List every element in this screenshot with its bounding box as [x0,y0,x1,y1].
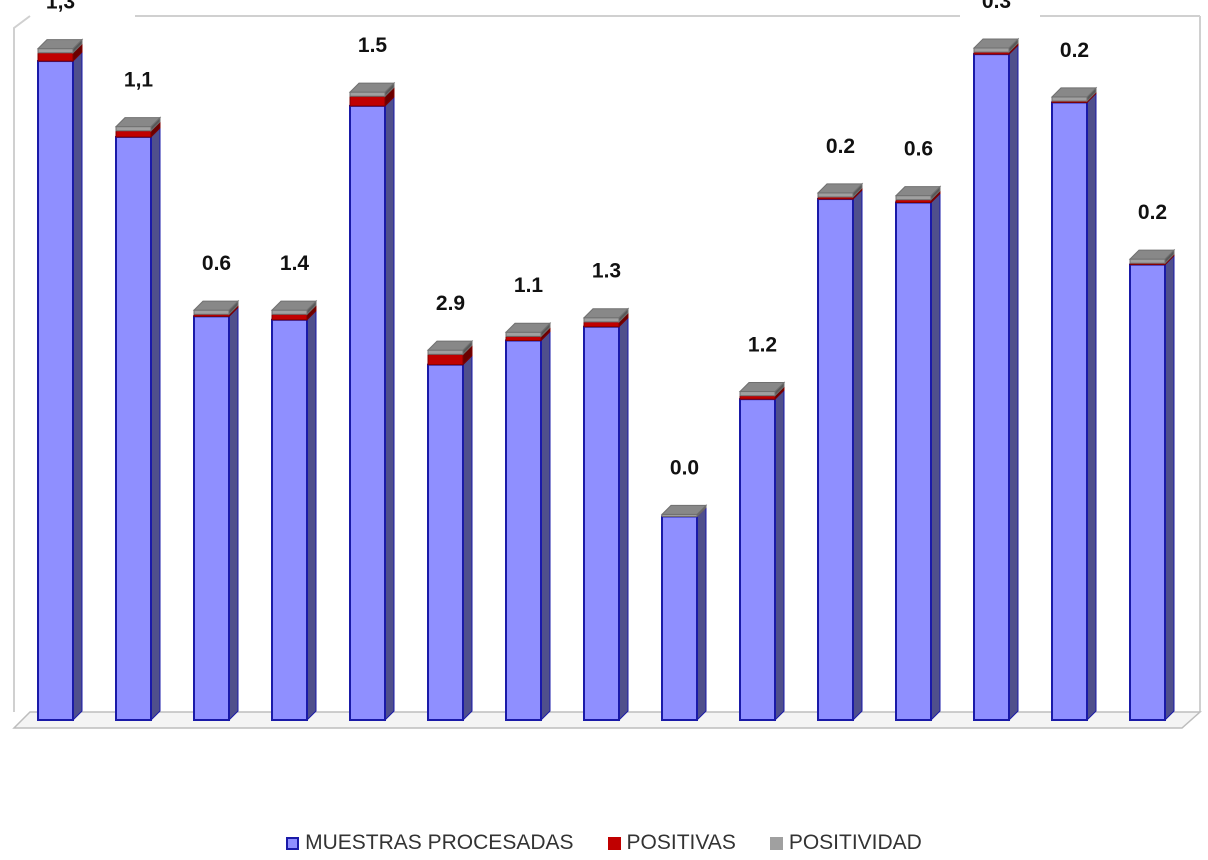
bar-2-muestras [115,135,152,721]
bar-5-positivas [349,95,386,107]
bar-3-top-cap [192,300,240,311]
bar-8-positividad [583,317,620,323]
bar-12-muestras [895,201,932,721]
bar-6-muestras-side [462,354,473,722]
bar-7-muestras [505,339,542,721]
data-label-10: 1.2 [748,334,777,357]
bar-3-muestras-side [228,306,239,722]
bar-10-positividad [739,391,776,397]
bar-1-positividad [37,48,74,54]
bar-2-top-cap [114,117,162,128]
bar-12-muestras-side [930,192,941,722]
bar-13-top-cap [972,38,1020,49]
bar-9-top-cap [660,504,708,515]
bar-13-muestras [973,53,1010,721]
bar-14-top-cap [1050,87,1098,98]
bars-group [36,37,1176,722]
bar-1-muestras-side [72,50,83,722]
bar-7-top-cap [504,322,552,333]
bar-10-top-cap [738,382,786,393]
bar-6-top-cap [426,340,474,351]
data-label-12: 0.6 [904,138,933,161]
bar-10-muestras-side [774,388,785,722]
bar-7-positivas [505,335,542,341]
data-label-3: 0.6 [202,252,231,275]
legend-swatch-positivas [607,836,621,850]
bar-14-muestras-side [1086,92,1097,722]
data-label-13: 0.3 [982,0,1011,13]
bar-12-positividad [895,195,932,201]
data-label-15: 0.2 [1138,201,1167,224]
data-label-1: 1,3 [46,0,75,14]
legend: MUESTRAS PROCESADAS POSITIVAS POSITIVIDA… [0,826,1208,860]
bar-8-positivas [583,321,620,328]
bar-1-muestras [37,60,74,722]
bar-5-top-cap [348,82,396,93]
bar-7-muestras-side [540,330,551,722]
bar-12-top-cap [894,186,942,197]
data-label-11: 0.2 [826,135,855,158]
legend-label-positivas: POSITIVAS [626,831,736,854]
bar-11-positividad [817,192,854,198]
bar-6-positivas [427,353,464,366]
data-label-4: 1.4 [280,252,310,275]
legend-label-positividad: POSITIVIDAD [788,831,922,854]
bar-5-muestras [349,104,386,721]
data-label-6: 2.9 [436,292,465,315]
data-label-9: 0.0 [670,456,699,479]
bar-15-positividad [1129,258,1166,264]
data-label-8: 1.3 [592,260,621,283]
bar-4-positivas [271,313,308,321]
legend-item-muestras: MUESTRAS PROCESADAS [286,831,574,855]
bar-8-muestras [583,325,620,721]
bar-6-muestras [427,363,464,721]
legend-item-positividad: POSITIVIDAD [769,831,922,855]
data-label-7: 1.1 [514,274,544,297]
bar-4-muestras [271,318,308,721]
bar-9-muestras-side [696,506,707,722]
legend-item-positivas: POSITIVAS [607,831,736,855]
bar-7-positividad [505,331,542,337]
bar-9-muestras [661,515,698,722]
bar-15-muestras-side [1164,254,1175,722]
bar-4-top-cap [270,300,318,311]
bar-15-muestras [1129,263,1166,721]
bar-4-positividad [271,309,308,315]
bar-8-muestras-side [618,316,629,722]
legend-swatch-positividad [769,836,783,850]
bar-14-muestras [1051,101,1088,721]
bar-10-muestras [739,398,776,721]
bar-1-positivas [37,52,74,62]
legend-swatch-muestras [286,836,300,850]
bar-4-muestras-side [306,309,317,722]
bar-8-top-cap [582,308,630,319]
data-labels-group: 1,3 1,1 0.6 1.4 1.5 2.9 1.1 1.3 0.0 1.2 0.2 0.6 0.3 0… [46,0,1167,479]
bar-13-positividad [973,47,1010,53]
bar-14-positividad [1051,96,1088,102]
plot-back-wall-left-edge [13,15,31,712]
bar-11-muestras [817,198,854,722]
bar-6-positividad [427,349,464,355]
bar-11-muestras-side [852,188,863,722]
bar-15-top-cap [1128,249,1176,260]
bar-3-positividad [193,309,230,315]
bar-10-positivas [739,395,776,400]
bar-1-top-cap [36,39,84,50]
data-label-2: 1,1 [124,69,154,92]
bar-2-muestras-side [150,126,161,722]
bar-3-muestras [193,315,230,721]
bar-chart: 1,3 1,1 0.6 1.4 1.5 2.9 1.1 1.3 0.0 1.2 0.2 0.6 0.3 0… [12,0,1202,729]
bar-11-top-cap [816,183,864,194]
data-label-14: 0.2 [1060,39,1089,62]
legend-label-muestras: MUESTRAS PROCESADAS [305,831,574,854]
data-label-5: 1.5 [358,34,388,57]
bar-2-positivas [115,130,152,138]
bar-2-positividad [115,126,152,132]
bar-5-muestras-side [384,95,395,722]
bar-13-muestras-side [1008,43,1019,722]
bar-5-positividad [349,91,386,97]
